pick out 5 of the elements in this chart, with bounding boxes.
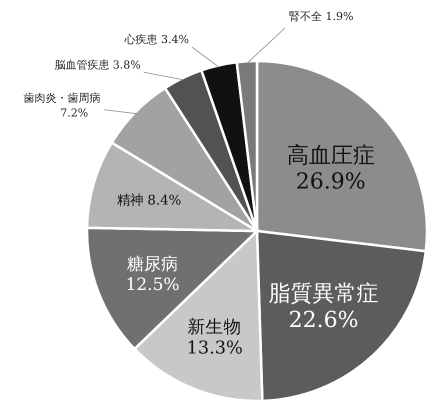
slice-label: 脳血管疾患 3.8% <box>54 58 141 72</box>
slice-label: 歯肉炎・歯周病 <box>23 92 100 105</box>
data-label: 7.2% <box>60 106 88 120</box>
slice-label: 腎不全 1.9% <box>289 10 354 23</box>
slice-label: 心疾患 3.4% <box>124 33 190 46</box>
